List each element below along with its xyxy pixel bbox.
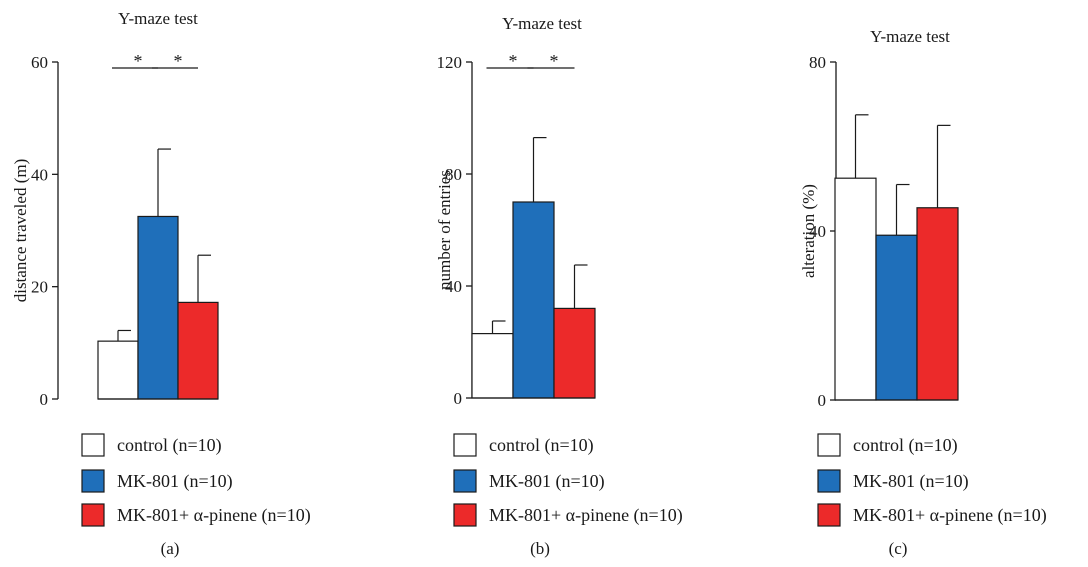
legend-swatch	[453, 469, 477, 493]
y-tick-label: 40	[445, 277, 462, 296]
y-axis-label: distance traveled (m)	[11, 159, 30, 303]
significance-star: *	[174, 51, 183, 71]
legend-swatch	[81, 469, 105, 493]
legend-label: MK-801 (n=10)	[489, 471, 605, 492]
chart-panel-b: Y-maze test 0 40 80 120 number of entries * * co…	[362, 0, 724, 567]
bar-mk801	[512, 201, 555, 399]
chart-title: Y-maze test	[870, 27, 950, 46]
legend-swatch	[81, 503, 105, 527]
legend-label: MK-801 (n=10)	[117, 471, 233, 492]
y-tick-label: 0	[818, 391, 827, 410]
y-tick-label: 120	[437, 53, 463, 72]
chart-panel-a: Y-maze test 0 20 40 60 distance traveled (m) *…	[0, 0, 362, 567]
legend-label: MK-801+ α-pinene (n=10)	[117, 505, 311, 526]
bar-control	[97, 340, 139, 400]
legend-swatch	[817, 503, 841, 527]
bar-control	[471, 333, 514, 399]
bar-mk801-pinene	[553, 307, 596, 399]
y-tick-label: 40	[31, 165, 48, 184]
y-tick-label: 40	[809, 222, 826, 241]
legend-swatch	[81, 433, 105, 457]
legend-label: MK-801+ α-pinene (n=10)	[489, 505, 683, 526]
legend-label: control (n=10)	[853, 435, 958, 456]
significance-star: *	[550, 51, 559, 71]
chart-title: Y-maze test	[118, 9, 198, 28]
chart-panel-c: Y-maze test 0 40 80 alteration (%) control (n…	[724, 0, 1086, 567]
y-axis-label: number of entries	[435, 170, 454, 290]
bar-mk801-pinene	[177, 301, 219, 400]
legend-label: MK-801+ α-pinene (n=10)	[853, 505, 1047, 526]
bar-mk801	[137, 215, 179, 400]
legend-swatch	[817, 469, 841, 493]
significance-star: *	[134, 51, 143, 71]
y-tick-label: 0	[454, 389, 463, 408]
y-tick-label: 60	[31, 53, 48, 72]
bar-mk801	[875, 234, 918, 401]
chart-svg-b: Y-maze test 0 40 80 120 number of entries * * co…	[435, 14, 683, 558]
y-tick-label: 20	[31, 278, 48, 297]
panel-label: (c)	[889, 539, 908, 558]
panel-label: (b)	[530, 539, 550, 558]
chart-svg-c: Y-maze test 0 40 80 alteration (%) control (n…	[799, 27, 1047, 558]
legend-swatch	[817, 433, 841, 457]
chart-title: Y-maze test	[502, 14, 582, 33]
y-axis-label: alteration (%)	[799, 184, 818, 278]
legend-swatch	[453, 503, 477, 527]
legend-swatch	[453, 433, 477, 457]
chart-svg-a: Y-maze test 0 20 40 60 distance traveled (m) *…	[11, 9, 311, 558]
y-tick-label: 80	[445, 165, 462, 184]
legend-label: control (n=10)	[489, 435, 594, 456]
bar-control	[834, 177, 877, 401]
bar-mk801-pinene	[916, 207, 959, 401]
y-tick-label: 0	[40, 390, 49, 409]
significance-star: *	[509, 51, 518, 71]
legend-label: control (n=10)	[117, 435, 222, 456]
y-tick-label: 80	[809, 53, 826, 72]
legend-label: MK-801 (n=10)	[853, 471, 969, 492]
panel-label: (a)	[161, 539, 180, 558]
